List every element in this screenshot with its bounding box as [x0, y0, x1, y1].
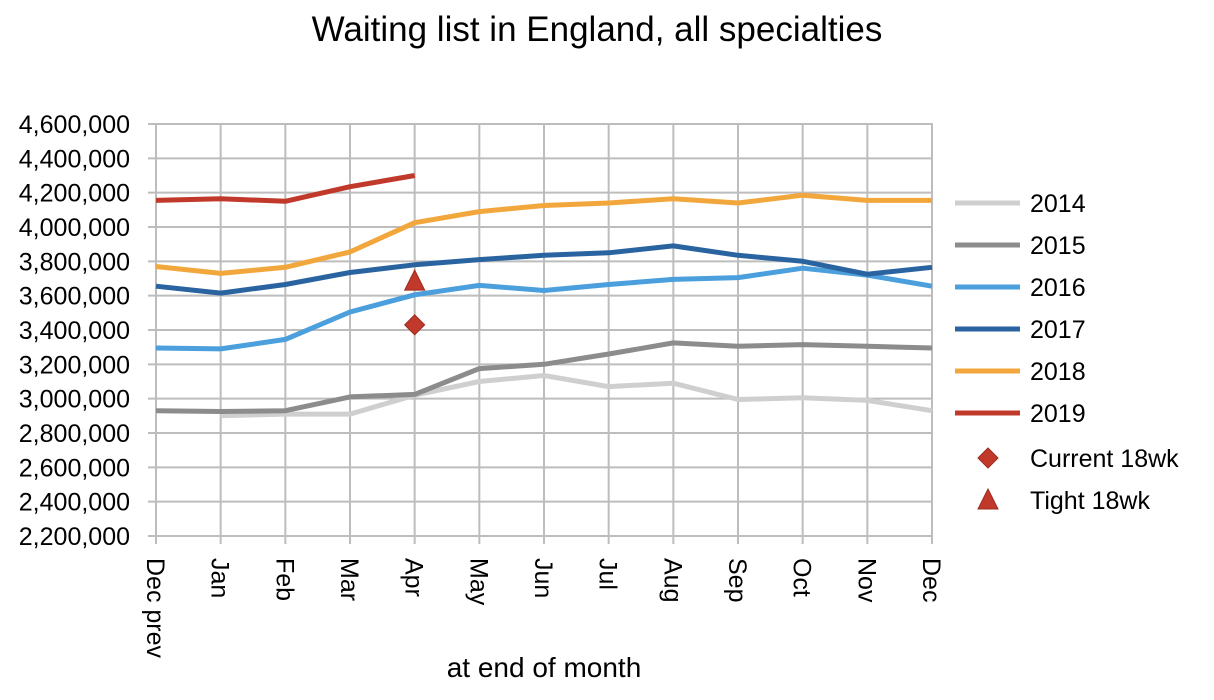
axes: [155, 123, 933, 537]
y-tick-label: 2,600,000: [19, 454, 130, 482]
x-tick-label: Jan: [206, 558, 234, 598]
x-tick-label: Feb: [270, 558, 298, 601]
y-tick-label: 3,600,000: [19, 283, 130, 311]
y-tick-label: 4,400,000: [19, 145, 130, 173]
x-tick-label: Apr: [400, 558, 428, 597]
y-tick-label: 4,200,000: [19, 180, 130, 208]
y-tick-labels: 4,600,000 4,400,000 4,200,000 4,000,000 3,80…: [19, 111, 130, 551]
legend-label: 2014: [1030, 190, 1086, 218]
legend-label: 2017: [1030, 316, 1086, 344]
series-line-2016: [155, 265, 933, 352]
y-tick-label: 3,000,000: [19, 386, 130, 414]
legend-label: Current 18wk: [1030, 445, 1179, 473]
gridlines: [148, 123, 933, 544]
y-tick-label: 3,200,000: [19, 351, 130, 379]
x-tick-label: May: [464, 558, 492, 606]
series-line-2017: [155, 243, 933, 296]
legend-label: 2018: [1030, 358, 1086, 386]
legend-label: 2015: [1030, 232, 1086, 260]
series-line-2019: [155, 173, 416, 204]
x-tick-label: Jul: [594, 558, 622, 590]
legend-label: Tight 18wk: [1030, 487, 1150, 515]
x-tick-label: Dec: [917, 558, 945, 602]
marker-triangle: [403, 268, 426, 291]
x-tick-label: Mar: [335, 558, 363, 601]
y-tick-label: 3,400,000: [19, 317, 130, 345]
markers: [403, 268, 426, 336]
y-tick-label: 2,200,000: [19, 523, 130, 551]
legend: 2014 2015 2016 2017 2018 2019 Current 18wk Tigh…: [955, 190, 1179, 515]
x-tick-label: Nov: [852, 558, 880, 603]
series-line-2015: [155, 340, 933, 414]
series-line-2018: [155, 192, 932, 276]
marker-diamond: [403, 314, 426, 336]
legend-label: 2016: [1030, 274, 1086, 302]
x-axis-label: at end of month: [446, 652, 642, 683]
y-tick-label: 4,600,000: [19, 111, 130, 139]
series-line-2014: [220, 373, 933, 419]
x-tick-labels: Dec prev Jan Feb Mar Apr May Jun Jul Aug Sep Oct No…: [141, 558, 945, 659]
chart-title: Waiting list in England, all specialties: [311, 10, 883, 49]
series-lines: [155, 173, 933, 419]
x-tick-label: Aug: [658, 558, 686, 602]
y-tick-label: 2,800,000: [19, 420, 130, 448]
legend-marker: [977, 447, 999, 469]
x-tick-label: Sep: [723, 558, 751, 602]
legend-label: 2019: [1030, 400, 1086, 428]
x-tick-label: Jun: [529, 558, 557, 598]
x-tick-label: Oct: [788, 558, 816, 597]
y-tick-label: 4,000,000: [19, 214, 130, 242]
y-tick-label: 3,800,000: [19, 248, 130, 276]
plot-area-border: [155, 123, 933, 537]
legend-marker: [977, 487, 999, 510]
y-tick-label: 2,400,000: [19, 489, 130, 517]
x-tick-label: Dec prev: [141, 558, 169, 659]
